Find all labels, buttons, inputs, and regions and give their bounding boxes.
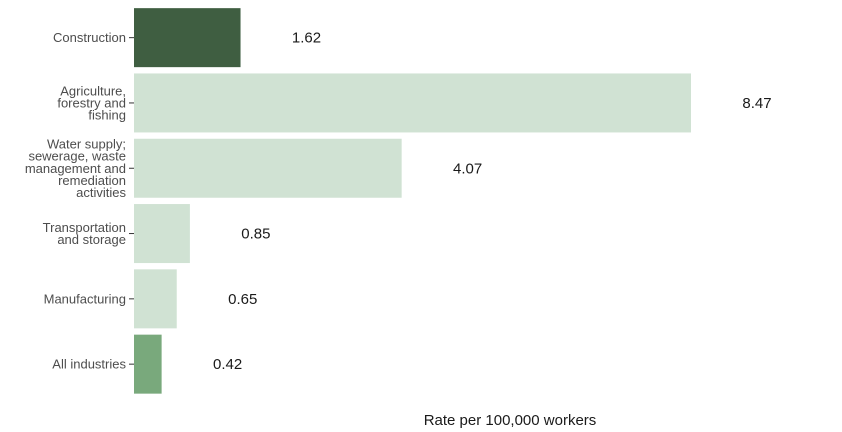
category-label: All industries bbox=[52, 357, 126, 372]
category-label-line: remediation bbox=[58, 173, 126, 188]
category-label-line: Water supply; bbox=[47, 136, 126, 151]
value-label: 0.85 bbox=[241, 226, 270, 243]
x-axis-title: Rate per 100,000 workers bbox=[424, 412, 597, 429]
value-labels: 1.62 8.47 4.07 0.85 0.65 0.42 bbox=[213, 30, 772, 373]
category-label-line: All industries bbox=[52, 357, 126, 372]
value-label: 0.65 bbox=[228, 291, 257, 308]
category-label-line: and storage bbox=[57, 232, 126, 247]
bar bbox=[134, 269, 177, 329]
bar bbox=[134, 8, 241, 68]
category-label: Transportation and storage bbox=[43, 220, 126, 247]
category-label-line: Construction bbox=[53, 30, 126, 45]
category-label-line: Agriculture, bbox=[60, 83, 126, 98]
category-label: Agriculture, forestry and fishing bbox=[57, 83, 126, 122]
category-label-line: Manufacturing bbox=[44, 291, 126, 306]
bar bbox=[134, 138, 402, 198]
category-label: Water supply; sewerage, waste management a… bbox=[25, 136, 127, 200]
category-label: Construction bbox=[53, 30, 126, 45]
bar bbox=[134, 73, 691, 133]
value-label: 0.42 bbox=[213, 356, 242, 373]
bar bbox=[134, 334, 162, 394]
category-label-line: Transportation bbox=[43, 220, 126, 235]
value-label: 4.07 bbox=[453, 160, 482, 177]
category-label: Manufacturing bbox=[44, 291, 126, 306]
category-label-line: sewerage, waste bbox=[28, 149, 126, 164]
category-labels: Construction Agriculture, forestry and fish… bbox=[25, 30, 127, 372]
category-label-line: management and bbox=[25, 161, 126, 176]
value-label: 1.62 bbox=[292, 30, 321, 47]
category-label-line: activities bbox=[76, 185, 126, 200]
category-label-line: forestry and bbox=[57, 95, 126, 110]
category-label-line: fishing bbox=[88, 108, 126, 123]
bar bbox=[134, 204, 190, 264]
value-label: 8.47 bbox=[742, 95, 771, 112]
bars-group bbox=[134, 8, 691, 394]
y-axis bbox=[129, 37, 134, 365]
